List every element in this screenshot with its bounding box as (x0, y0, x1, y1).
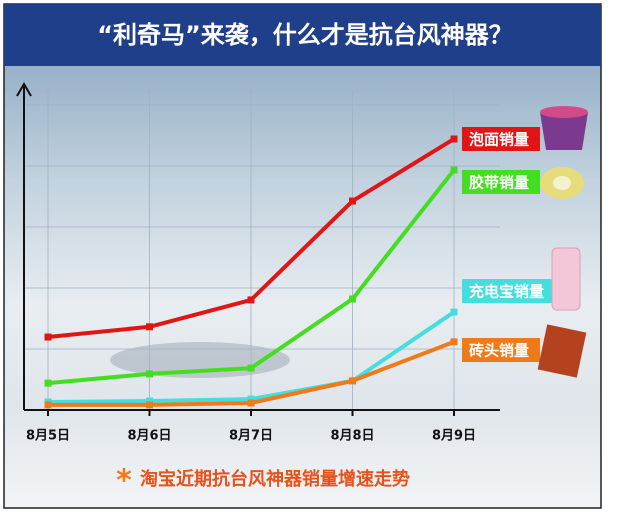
point-marker (349, 377, 356, 385)
point-marker (44, 401, 52, 409)
asterisk: * (116, 464, 132, 499)
point-marker (44, 379, 52, 387)
legend-box (462, 170, 540, 194)
sky-panel (3, 3, 602, 509)
point-marker (450, 166, 458, 174)
subtitle: 淘宝近期抗台风神器销量增速走势 (140, 468, 410, 490)
noodle-icon (540, 106, 588, 150)
tape-icon (540, 167, 584, 199)
powerbank-icon (551, 247, 581, 311)
point-marker (349, 197, 356, 205)
point-marker (44, 333, 52, 341)
x-tick-label: 8月6日 (127, 429, 171, 444)
x-tick-label: 8月9日 (432, 429, 476, 444)
point-marker (349, 295, 356, 303)
point-marker (247, 395, 255, 403)
point-marker (247, 296, 255, 304)
point-marker (146, 370, 153, 378)
legend-box (462, 338, 540, 362)
x-tick-label: 8月7日 (229, 429, 273, 444)
title-band (4, 4, 601, 66)
legend-label: 砖头销量 (469, 342, 529, 360)
x-tick-label: 8月8日 (330, 429, 374, 444)
legend-box (462, 127, 540, 151)
legend-label: 胶带销量 (469, 174, 529, 192)
legend-label: 泡面销量 (469, 131, 529, 149)
legend-label: 充电宝销量 (469, 283, 544, 301)
chart-title: “利奇马”来袭，什么才是抗台风神器？ (97, 21, 513, 49)
legend-box (462, 279, 556, 303)
y-axis-arrow (16, 82, 32, 97)
point-marker (146, 323, 153, 331)
point-marker (247, 364, 255, 372)
point-marker (146, 401, 153, 409)
point-marker (450, 338, 458, 346)
brick-icon (537, 324, 587, 378)
point-marker (450, 308, 458, 316)
point-marker (247, 399, 255, 407)
point-marker (450, 135, 458, 143)
x-tick-label: 8月5日 (26, 429, 70, 444)
point-marker (146, 397, 153, 405)
